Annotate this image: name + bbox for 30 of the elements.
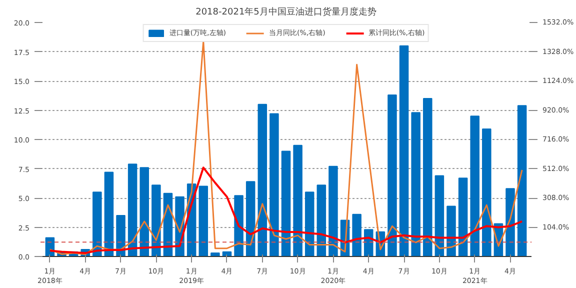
bar [470, 116, 480, 256]
bar [270, 113, 279, 256]
line-series [48, 166, 524, 254]
bar [104, 172, 114, 256]
bar [316, 184, 326, 256]
bar [352, 214, 362, 256]
bar [281, 150, 291, 256]
bar [423, 98, 432, 256]
bar [152, 184, 161, 256]
bar [140, 167, 149, 256]
bar [198, 186, 208, 256]
bar [411, 112, 420, 256]
chart-title: 2018-2021年5月中国豆油进口货量月度走势 [196, 6, 376, 18]
bar [116, 215, 126, 256]
bar [458, 178, 468, 256]
bar [482, 128, 492, 256]
line-series [49, 40, 523, 255]
bar [434, 175, 444, 256]
bar [388, 94, 397, 256]
bar [328, 166, 338, 256]
bar [399, 45, 409, 256]
bar [446, 206, 456, 256]
bar [517, 105, 527, 256]
bar [210, 252, 220, 256]
bar [128, 164, 138, 256]
bar [258, 104, 268, 256]
bar [364, 229, 374, 256]
bar [92, 192, 102, 256]
bar [304, 192, 314, 256]
bar [293, 144, 302, 256]
